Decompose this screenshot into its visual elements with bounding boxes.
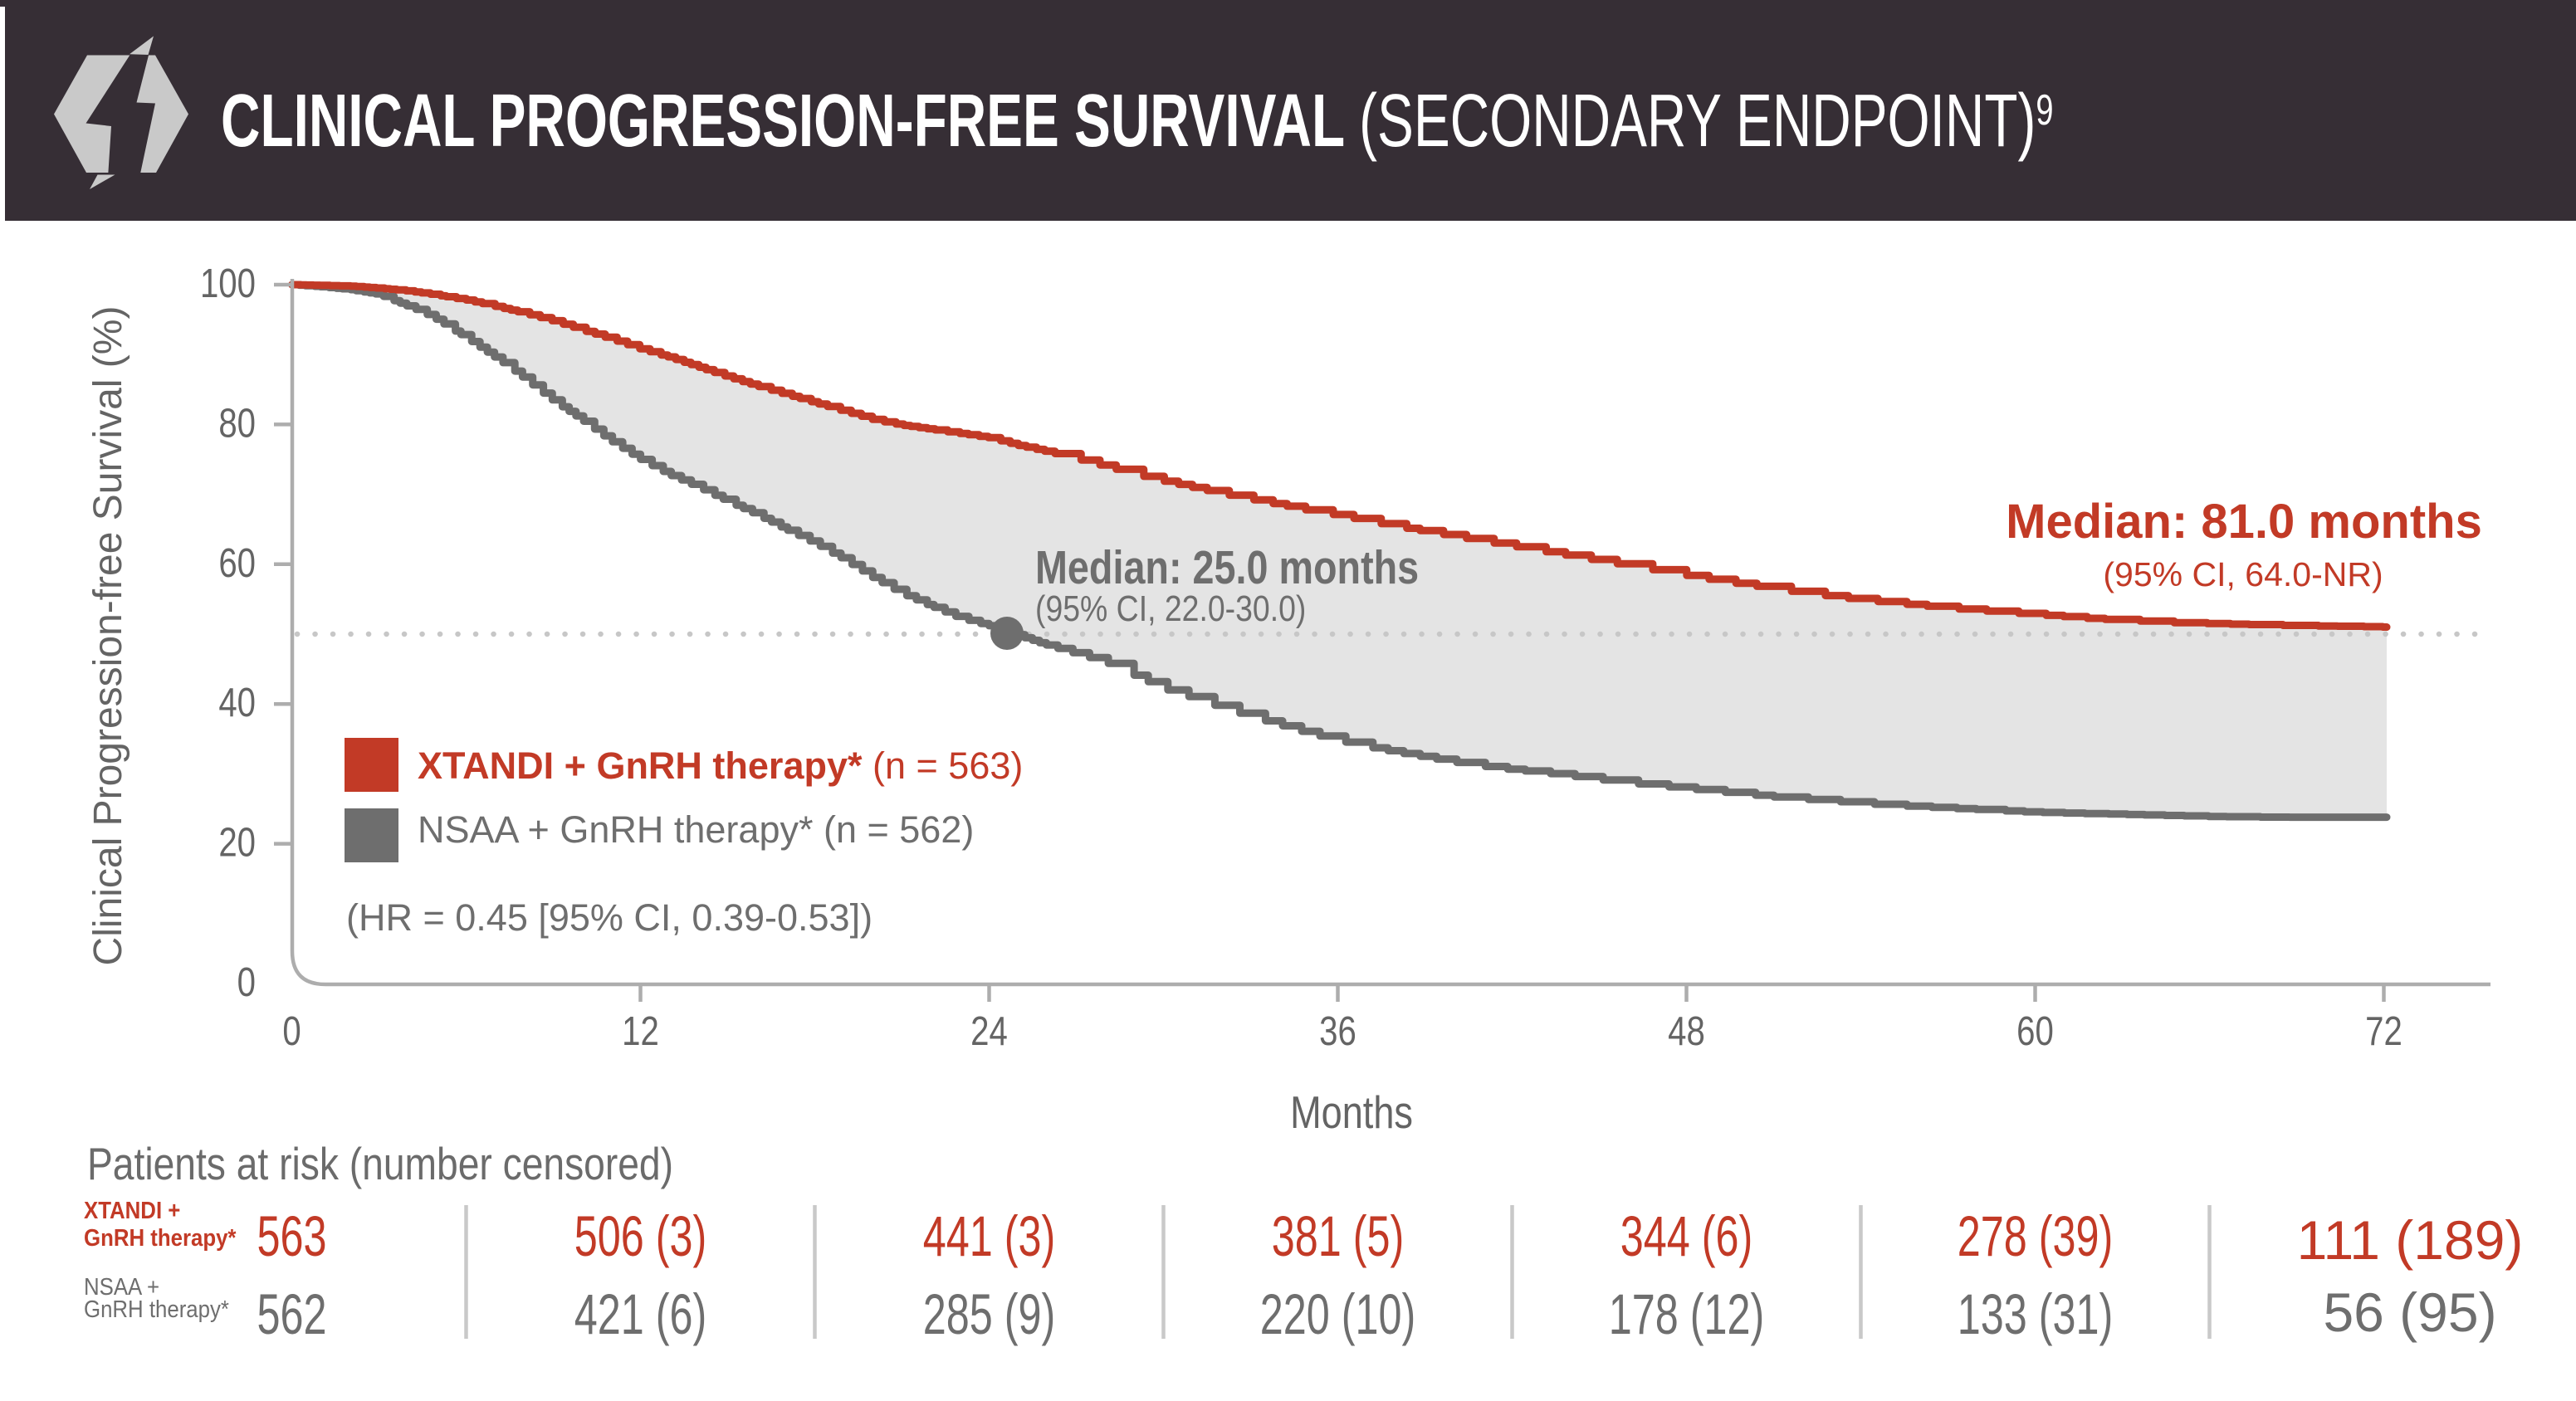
svg-text:(HR = 0.45 [95% CI, 0.39-0.53]: (HR = 0.45 [95% CI, 0.39-0.53]) (346, 896, 873, 939)
svg-text:220 (10): 220 (10) (1260, 1281, 1416, 1346)
svg-text:36: 36 (1319, 1008, 1356, 1054)
svg-text:(95% CI, 22.0-30.0): (95% CI, 22.0-30.0) (1035, 588, 1306, 629)
svg-text:111 (189): 111 (189) (2297, 1209, 2524, 1271)
svg-text:Clinical Progression-free Surv: Clinical Progression-free Survival (%) (86, 306, 130, 966)
svg-text:506 (3): 506 (3) (574, 1203, 707, 1268)
svg-text:72: 72 (2365, 1008, 2402, 1054)
svg-text:441 (3): 441 (3) (923, 1203, 1056, 1268)
svg-text:40: 40 (218, 680, 256, 725)
svg-text:278 (39): 278 (39) (1958, 1203, 2114, 1268)
svg-text:100: 100 (200, 261, 256, 306)
svg-text:GnRH therapy*: GnRH therapy* (84, 1224, 237, 1252)
svg-text:24: 24 (970, 1008, 1008, 1054)
svg-text:NSAA + GnRH therapy* (n = 562): NSAA + GnRH therapy* (n = 562) (418, 808, 974, 851)
svg-text:60: 60 (2016, 1008, 2054, 1054)
svg-text:133 (31): 133 (31) (1958, 1281, 2114, 1346)
svg-text:Patients at risk (number censo: Patients at risk (number censored) (87, 1138, 673, 1189)
svg-text:12: 12 (622, 1008, 659, 1054)
svg-text:XTANDI +: XTANDI + (84, 1197, 180, 1224)
svg-text:48: 48 (1668, 1008, 1705, 1054)
svg-text:178 (12): 178 (12) (1609, 1281, 1765, 1346)
svg-text:421 (6): 421 (6) (574, 1281, 707, 1346)
svg-text:381 (5): 381 (5) (1272, 1203, 1405, 1268)
svg-text:(95% CI, 64.0-NR): (95% CI, 64.0-NR) (2103, 555, 2383, 593)
svg-text:344 (6): 344 (6) (1620, 1203, 1753, 1268)
svg-text:56 (95): 56 (95) (2323, 1281, 2496, 1343)
svg-text:80: 80 (218, 401, 256, 447)
svg-text:563: 563 (257, 1203, 326, 1268)
svg-text:0: 0 (237, 959, 256, 1005)
svg-text:Months: Months (1290, 1086, 1413, 1138)
svg-text:Median: 81.0 months: Median: 81.0 months (2006, 495, 2482, 549)
svg-text:NSAA +: NSAA + (84, 1273, 159, 1301)
svg-text:XTANDI + GnRH therapy* (n = 56: XTANDI + GnRH therapy* (n = 563) (418, 744, 1023, 787)
svg-text:GnRH therapy*: GnRH therapy* (84, 1296, 229, 1323)
svg-text:CLINICAL PROGRESSION-FREE SURV: CLINICAL PROGRESSION-FREE SURVIVAL (SECO… (221, 79, 2053, 163)
svg-text:60: 60 (218, 540, 256, 586)
svg-text:Median: 25.0 months: Median: 25.0 months (1035, 542, 1419, 594)
svg-text:562: 562 (257, 1281, 326, 1346)
svg-text:20: 20 (218, 820, 256, 866)
svg-text:0: 0 (282, 1008, 301, 1054)
svg-text:285 (9): 285 (9) (923, 1281, 1056, 1346)
